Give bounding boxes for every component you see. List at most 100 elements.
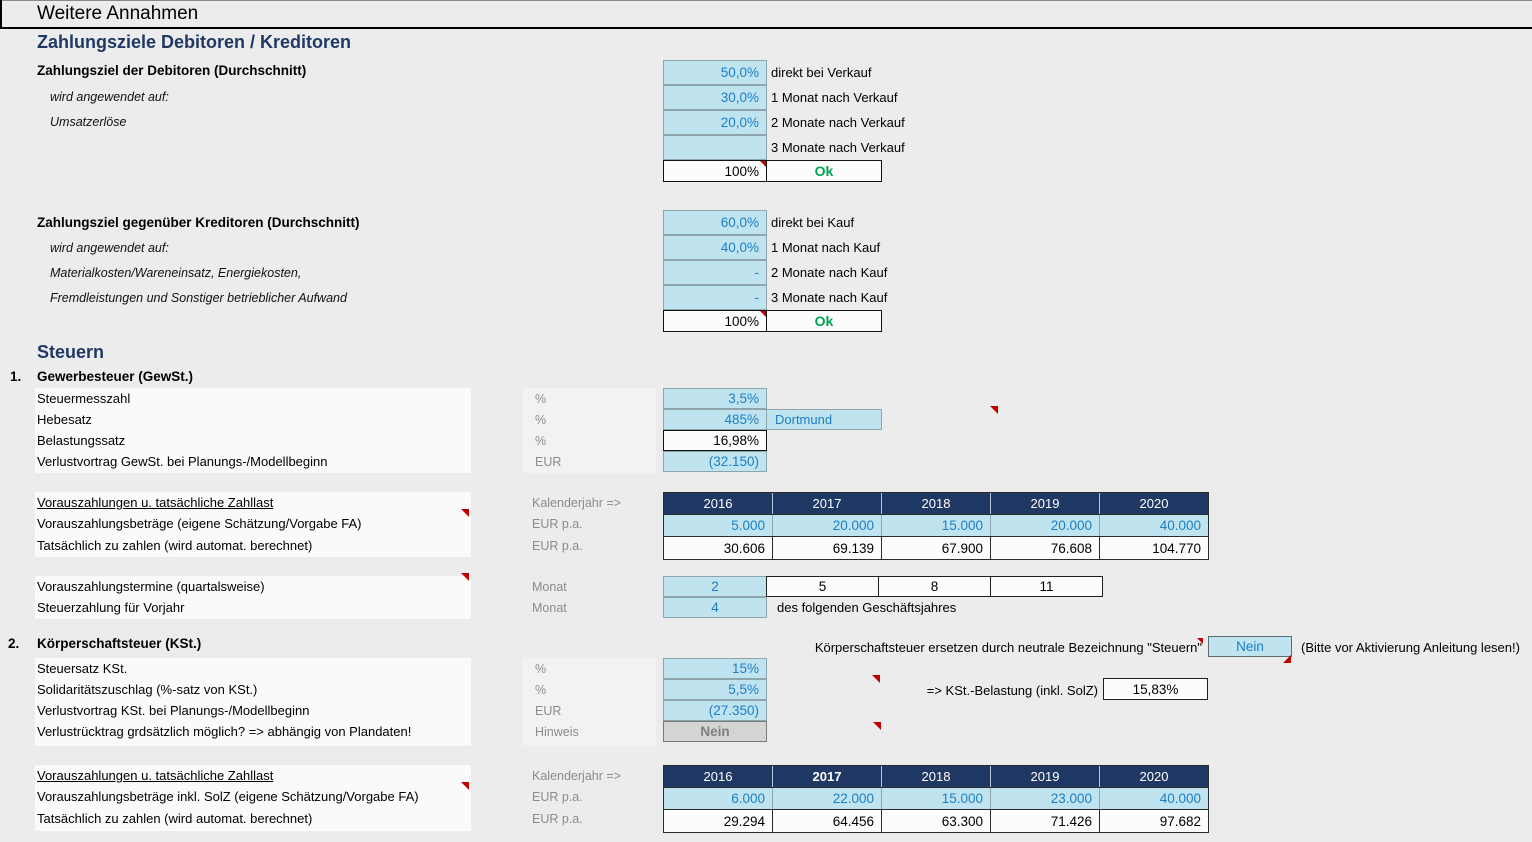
gewst-row-unit: EUR	[535, 454, 562, 469]
gewst-year-header-row: 2016 2017 2018 2019 2020	[664, 493, 1208, 515]
kreditoren-row-label: 2 Monate nach Kauf	[771, 265, 888, 280]
gewst-termine-label: Vorauszahlungstermine (quartalsweise)	[37, 579, 265, 594]
gewst-quartal-monat-cell: 11	[990, 576, 1103, 597]
kreditoren-row-label: 3 Monate nach Kauf	[771, 290, 888, 305]
debitoren-row-label: 2 Monate nach Verkauf	[771, 115, 905, 130]
gewst-zahllast-cell: 69.139	[773, 537, 882, 559]
kst-vorauszahlung-input[interactable]: 40.000	[1159, 791, 1201, 806]
kst-number: 2.	[8, 636, 20, 651]
gewst-zahllast-row: 30.606 69.139 67.900 76.608 104.770	[664, 537, 1208, 559]
gewst-vorauszahlung-row: 5.000 20.000 15.000 20.000 40.000	[664, 515, 1208, 537]
kreditoren-applied-item: Fremdleistungen und Sonstiger betrieblic…	[50, 291, 347, 305]
debitoren-applied-item: Umsatzerlöse	[50, 115, 127, 129]
gewst-number: 1.	[10, 369, 22, 384]
kst-replace-toggle[interactable]: Nein	[1208, 636, 1292, 657]
kst-vorauszahlung-input[interactable]: 6.000	[664, 788, 773, 809]
gewst-pre-label-band	[35, 492, 471, 557]
year-header: 2017	[773, 766, 882, 787]
gewst-vorauszahlung-input[interactable]: 20.000	[991, 515, 1100, 536]
kst-pre-unit: EUR p.a.	[532, 789, 583, 804]
kst-zahllast-cell: 29.294	[664, 810, 773, 832]
gewst-vorauszahlung-input[interactable]: 15.000	[882, 515, 991, 536]
kst-zahllast-cell: 63.300	[882, 810, 991, 832]
kst-vorauszahlung-row: 6.000 22.000 15.000 23.000 40.000	[664, 788, 1208, 810]
kst-zahllast-row: 29.294 64.456 63.300 71.426 97.682	[664, 810, 1208, 832]
comment-marker-icon	[461, 509, 469, 517]
comment-marker-icon	[1283, 655, 1291, 663]
gewst-hebesatz-ort-input[interactable]: Dortmund	[766, 409, 882, 430]
kreditoren-pct-direkt-input[interactable]: 60,0%	[663, 210, 767, 235]
gewst-vorjahr-monat-input[interactable]: 4	[663, 597, 767, 618]
kst-row-label: Solidaritätszuschlag (%-satz von KSt.)	[37, 682, 258, 697]
gewst-row-unit: %	[535, 391, 547, 406]
gewst-pre-row-label: Tatsächlich zu zahlen (wird automat. ber…	[37, 538, 313, 553]
year-header: 2017	[773, 493, 882, 514]
gewst-label-band	[35, 388, 471, 473]
gewst-termine-label-band	[35, 576, 471, 619]
kst-row-label: Verlustvortrag KSt. bei Planungs-/Modell…	[37, 703, 310, 718]
top-hairline	[0, 0, 1532, 1]
debitoren-pct-direkt-input[interactable]: 50,0%	[663, 60, 767, 85]
kreditoren-pct-3monate-input[interactable]: -	[663, 285, 767, 310]
gewst-zahllast-cell: 30.606	[664, 537, 773, 559]
comment-marker-icon	[872, 675, 880, 683]
gewst-vorauszahlung-input[interactable]: 40.000	[1159, 518, 1201, 533]
gewst-quartal-monat-input[interactable]: 2	[663, 576, 767, 597]
kreditoren-applied-item: Materialkosten/Wareneinsatz, Energiekost…	[50, 266, 302, 280]
gewst-hebesatz-input[interactable]: 485%	[663, 409, 767, 430]
kreditoren-pct-2monate-input[interactable]: -	[663, 260, 767, 285]
gewst-vorjahr-note: des folgenden Geschäftsjahres	[777, 600, 957, 615]
section-steuern-title: Steuern	[37, 342, 105, 362]
gewst-vorjahr-label: Steuerzahlung für Vorjahr	[37, 600, 185, 615]
kst-pre-row-label: Tatsächlich zu zahlen (wird automat. ber…	[37, 811, 313, 826]
kst-vorauszahlung-input[interactable]: 15.000	[882, 788, 991, 809]
gewst-vorjahr-unit: Monat	[532, 600, 567, 615]
debitoren-pct-2monate-input[interactable]: 20,0%	[663, 110, 767, 135]
year-header: 2020	[1139, 496, 1169, 511]
debitoren-row-label: direkt bei Verkauf	[771, 65, 872, 80]
page-title: Weitere Annahmen	[37, 3, 199, 24]
debitoren-pct-3monate-input[interactable]	[663, 135, 767, 160]
kst-vorauszahlung-input[interactable]: 23.000	[991, 788, 1100, 809]
kst-verlustruecktrag-cell: Nein	[663, 721, 767, 742]
kst-replace-label: Körperschaftsteuer ersetzen durch neutra…	[814, 639, 1202, 655]
kst-steuersatz-input[interactable]: 15%	[663, 658, 767, 679]
debitoren-pct-1monat-input[interactable]: 30,0%	[663, 85, 767, 110]
kreditoren-pct-1monat-input[interactable]: 40,0%	[663, 235, 767, 260]
title-underline	[0, 27, 1532, 29]
kst-verlustvortrag-input[interactable]: (27.350)	[663, 700, 767, 721]
debitoren-applied-label: wird angewendet auf:	[50, 90, 169, 104]
kst-pre-table: 2016 2017 2018 2019 2020 6.000 22.000 15…	[663, 765, 1209, 833]
kst-belastung-label: => KSt.-Belastung (inkl. SolZ)	[926, 682, 1098, 698]
gewst-title: Gewerbesteuer (GewSt.)	[37, 369, 194, 384]
kst-zahllast-cell: 64.456	[773, 810, 882, 832]
kreditoren-check-status: Ok	[766, 310, 882, 332]
kst-row-unit: EUR	[535, 703, 562, 718]
gewst-row-label: Verlustvortrag GewSt. bei Planungs-/Mode…	[37, 454, 328, 469]
gewst-verlustvortrag-input[interactable]: (32.150)	[663, 451, 767, 472]
comment-marker-icon	[1197, 638, 1203, 644]
kst-solz-input[interactable]: 5,5%	[663, 679, 767, 700]
gewst-pre-title: Vorauszahlungen u. tatsächliche Zahllast	[37, 495, 274, 510]
kst-year-header-row: 2016 2017 2018 2019 2020	[664, 766, 1208, 788]
year-header: 2018	[882, 766, 991, 787]
gewst-unit-band	[523, 388, 656, 473]
kst-row-unit: %	[535, 682, 547, 697]
gewst-pre-unit: EUR p.a.	[532, 538, 583, 553]
gewst-vorauszahlung-input[interactable]: 20.000	[773, 515, 882, 536]
comment-marker-icon	[760, 161, 766, 167]
gewst-row-label: Hebesatz	[37, 412, 92, 427]
comment-marker-icon	[873, 722, 881, 730]
gewst-steuermesszahl-input[interactable]: 3,5%	[663, 388, 767, 409]
kreditoren-label: Zahlungsziel gegenüber Kreditoren (Durch…	[37, 215, 360, 230]
kst-row-unit: %	[535, 661, 547, 676]
year-header: 2018	[882, 493, 991, 514]
kst-vorauszahlung-input[interactable]: 22.000	[773, 788, 882, 809]
year-header: 2019	[991, 493, 1100, 514]
gewst-quartal-monat-cell: 5	[766, 576, 879, 597]
comment-marker-icon	[461, 782, 469, 790]
gewst-vorauszahlung-input[interactable]: 5.000	[664, 515, 773, 536]
comment-marker-icon	[990, 406, 998, 414]
kst-row-unit: Hinweis	[535, 724, 579, 739]
